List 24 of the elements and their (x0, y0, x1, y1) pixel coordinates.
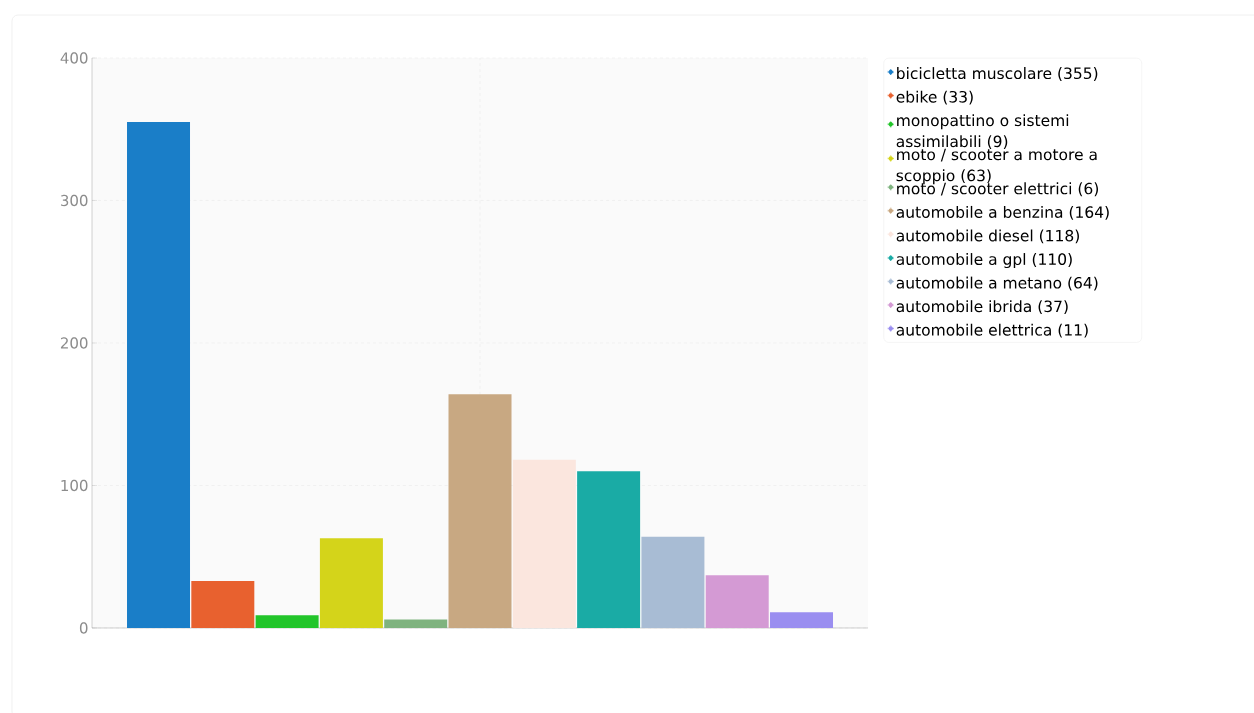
legend-label: automobile a benzina (164) (896, 205, 1109, 220)
bar (384, 619, 448, 628)
y-tick-label: 0 (79, 622, 88, 634)
legend-label: bicicletta muscolare (355) (897, 67, 1098, 81)
y-tick-label: 300 (61, 194, 88, 207)
bar (577, 471, 641, 628)
y-tick-label: 200 (60, 337, 88, 349)
y-tick-label: 100 (61, 479, 88, 492)
legend-label: automobile diesel (118) (896, 229, 1079, 244)
bar (512, 459, 576, 628)
legend-label: automobile ibrida (37) (896, 300, 1068, 315)
bar (319, 538, 383, 628)
bar (255, 615, 319, 628)
legend-label: automobile elettrica (11) (896, 323, 1088, 338)
bar (191, 580, 255, 628)
legend-label: ebike (33) (896, 90, 973, 105)
bar (127, 122, 191, 628)
y-tick-label: 400 (60, 52, 88, 64)
bar (641, 536, 705, 628)
bar (705, 575, 769, 628)
bar (448, 394, 512, 628)
legend-label: automobile a gpl (110) (896, 253, 1072, 269)
bar (770, 612, 834, 628)
legend-label: automobile a metano (64) (896, 276, 1098, 291)
